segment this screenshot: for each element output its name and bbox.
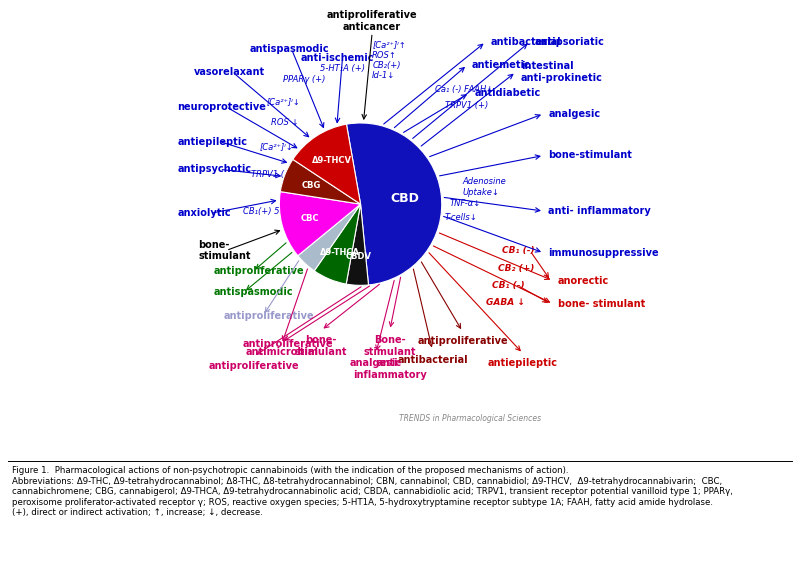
Text: ROS ↓: ROS ↓: [271, 118, 298, 128]
Text: CBDV: CBDV: [346, 252, 371, 262]
Text: bone-
stimulant: bone- stimulant: [198, 240, 250, 262]
Text: antispasmodic: antispasmodic: [250, 44, 329, 54]
Text: antipsoriatic: antipsoriatic: [534, 37, 605, 47]
Wedge shape: [314, 204, 361, 284]
Text: TRPV1 (+): TRPV1 (+): [250, 169, 294, 179]
Text: antiproliferative: antiproliferative: [418, 336, 508, 346]
Wedge shape: [298, 204, 361, 271]
Text: TNF-α↓: TNF-α↓: [449, 199, 481, 208]
Text: bone-
stimulant: bone- stimulant: [295, 335, 347, 357]
Text: Δ9-THCA: Δ9-THCA: [320, 248, 360, 258]
Text: analgesic: analgesic: [350, 358, 402, 368]
Text: [Ca²⁺]ᴵ↓: [Ca²⁺]ᴵ↓: [266, 97, 300, 107]
Wedge shape: [279, 191, 361, 256]
Text: CBG: CBG: [302, 180, 321, 190]
Text: GABA ↓: GABA ↓: [486, 299, 525, 307]
Text: CB₁ (-): CB₁ (-): [502, 246, 534, 255]
Text: antiepileptic: antiepileptic: [178, 136, 247, 147]
Text: analgesic: analgesic: [549, 108, 601, 119]
Text: CBC: CBC: [300, 213, 319, 223]
Text: anorectic: anorectic: [558, 276, 609, 286]
Text: Ca₁ (-) FAAH↓: Ca₁ (-) FAAH↓: [435, 85, 493, 93]
Text: Δ9-THCV: Δ9-THCV: [312, 155, 352, 165]
Text: CB₂ (+): CB₂ (+): [498, 264, 534, 273]
Text: anxiolytic: anxiolytic: [178, 208, 231, 219]
Text: immunosuppressive: immunosuppressive: [549, 248, 659, 258]
Text: intestinal
anti-prokinetic: intestinal anti-prokinetic: [521, 61, 602, 83]
Text: antiproliferative: antiproliferative: [224, 310, 314, 321]
Text: antiepileptic: antiepileptic: [488, 358, 558, 368]
Text: Figure 1.  Pharmacological actions of non-psychotropic cannabinoids (with the in: Figure 1. Pharmacological actions of non…: [12, 466, 733, 517]
Text: CB₁ (-): CB₁ (-): [492, 281, 525, 290]
Text: antidiabetic: antidiabetic: [474, 88, 541, 98]
Text: anti-ischemic: anti-ischemic: [300, 53, 374, 63]
Text: antiproliferative: antiproliferative: [214, 266, 304, 277]
Text: antipsychotic: antipsychotic: [178, 164, 251, 175]
Text: antiproliferative: antiproliferative: [209, 361, 299, 371]
Text: [Ca²⁺]ᴵ↓: [Ca²⁺]ᴵ↓: [260, 142, 294, 151]
Wedge shape: [346, 123, 442, 285]
Text: antispasmodic: antispasmodic: [214, 287, 293, 298]
Text: Bone-
stimulant
anti-
inflammatory: Bone- stimulant anti- inflammatory: [353, 335, 426, 380]
Text: antiproliferative: antiproliferative: [242, 339, 333, 349]
Wedge shape: [346, 204, 369, 285]
Text: TRPV1 (+): TRPV1 (+): [446, 102, 489, 110]
Text: antimicrobial: antimicrobial: [245, 347, 318, 357]
Text: 5-HT₁A (+): 5-HT₁A (+): [320, 64, 365, 73]
Text: bone-stimulant: bone-stimulant: [549, 150, 632, 161]
Wedge shape: [280, 160, 361, 204]
Text: CBD: CBD: [390, 191, 419, 205]
Text: anti- inflammatory: anti- inflammatory: [549, 206, 651, 216]
Text: bone- stimulant: bone- stimulant: [558, 299, 645, 309]
Text: T-cells↓: T-cells↓: [445, 213, 478, 222]
Text: antibacterial: antibacterial: [490, 37, 561, 47]
Text: antiproliferative
anticancer: antiproliferative anticancer: [327, 10, 418, 32]
Text: neuroprotective: neuroprotective: [178, 102, 266, 112]
Text: [Ca²⁺]ᴵ↑
ROS↑
CB₂(+)
Id-1↓: [Ca²⁺]ᴵ↑ ROS↑ CB₂(+) Id-1↓: [372, 40, 406, 81]
Text: antibacterial: antibacterial: [397, 355, 468, 365]
Text: Adenosine
Uptake↓: Adenosine Uptake↓: [462, 177, 506, 197]
Text: vasorelaxant: vasorelaxant: [194, 67, 265, 77]
Text: antiemetic: antiemetic: [472, 60, 530, 70]
Wedge shape: [293, 124, 361, 204]
Text: CB₁(+) 5- HT₁A(+): CB₁(+) 5- HT₁A(+): [243, 206, 319, 216]
Text: TRENDS in Pharmacological Sciences: TRENDS in Pharmacological Sciences: [399, 414, 542, 423]
Text: PPARγ (+): PPARγ (+): [283, 75, 326, 84]
